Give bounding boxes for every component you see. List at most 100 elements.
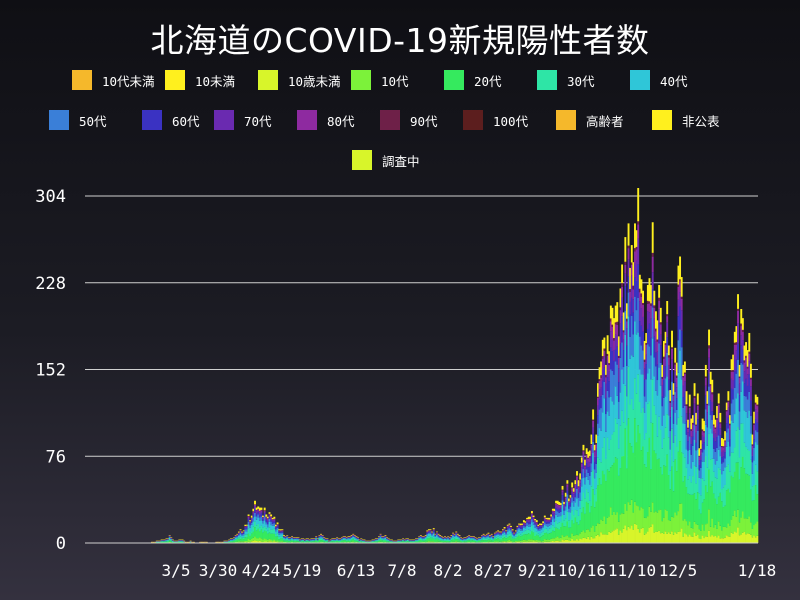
bar-segment [241,537,244,539]
bar-segment [276,533,279,537]
bar-segment [569,497,572,499]
bar-segment [516,525,519,527]
bar-segment [382,537,385,538]
bar-segment [590,444,593,445]
bar-segment [178,540,181,542]
bar-segment [255,509,258,511]
bar-segment [617,418,620,449]
bar-segment [730,378,733,389]
bar-segment [447,537,450,539]
bar-segment [452,533,454,534]
bar-segment [679,398,682,442]
bar-segment [373,539,376,541]
bar-segment [556,528,559,537]
bar-segment [756,444,759,472]
bar-segment [588,450,591,457]
bar-segment [708,357,710,374]
bar-segment [720,501,723,531]
bar-segment [627,245,630,249]
bar-segment [220,541,223,543]
bar-segment [487,539,490,542]
bar-segment [252,508,255,512]
bar-segment [519,536,522,541]
bar-segment [651,256,654,273]
bar-segment [534,541,537,543]
bar-segment [571,510,574,521]
bar-segment [500,532,503,534]
legend-swatch [380,110,400,130]
bar-segment [642,304,644,317]
bar-segment [254,516,256,522]
bar-segment [505,531,508,533]
bar-segment [569,537,572,541]
bar-segment [450,538,453,541]
bar-segment [357,537,360,538]
bar-segment [318,536,321,537]
bar-segment [176,541,179,543]
bar-segment [416,540,419,542]
bar-segment [353,535,356,536]
bar-segment [266,521,269,525]
bar-segment [302,540,305,542]
bar-segment [257,523,260,529]
y-tick-label: 76 [46,447,66,467]
bar-segment [714,451,717,465]
bar-segment [614,386,617,419]
bar-segment [250,521,253,523]
bar-segment [350,540,353,542]
bar-segment [598,536,601,543]
bar-segment [588,531,591,540]
bar-segment [320,535,322,537]
bar-segment [608,531,611,543]
bar-segment [481,537,483,539]
legend-label: 40代 [660,73,688,89]
bar-segment [548,523,551,526]
bar-segment [448,541,451,543]
bar-segment [357,541,360,543]
bar-segment [732,389,735,400]
bar-segment [701,461,704,479]
bar-segment [719,435,722,447]
bar-segment [167,541,170,543]
bar-segment [574,488,577,493]
bar-segment [611,531,614,543]
bar-segment [524,522,527,524]
bar-segment [473,537,475,538]
bar-segment [640,279,643,294]
bar-segment [664,331,667,344]
bar-segment [255,530,258,539]
bar-segment [349,536,351,537]
bar-segment [526,520,529,522]
bar-segment [727,428,730,442]
bar-segment [283,538,285,540]
bar-segment [576,498,578,511]
bar-segment [729,492,731,526]
bar-segment [608,397,611,416]
bar-segment [709,371,712,385]
bar-segment [643,534,646,543]
bar-segment [577,535,580,541]
bar-segment [490,540,493,542]
bar-segment [614,418,617,458]
bar-segment [687,493,690,526]
bar-segment [234,537,237,540]
bar-segment [502,533,504,536]
bar-segment [283,536,285,537]
bar-segment [725,490,728,528]
bar-segment [342,536,345,538]
bar-segment [576,476,578,481]
bar-segment [260,511,263,514]
bar-segment [753,423,756,425]
bar-segment [720,463,723,475]
bar-segment [313,538,316,540]
bar-segment [737,393,739,428]
bar-segment [347,539,350,541]
bar-segment [411,540,414,542]
bar-segment [513,535,516,537]
bar-segment [300,540,303,542]
bar-segment [506,528,509,530]
bar-segment [632,452,635,513]
bar-segment [537,528,540,530]
bar-segment [534,527,537,532]
bar-segment [613,404,616,432]
